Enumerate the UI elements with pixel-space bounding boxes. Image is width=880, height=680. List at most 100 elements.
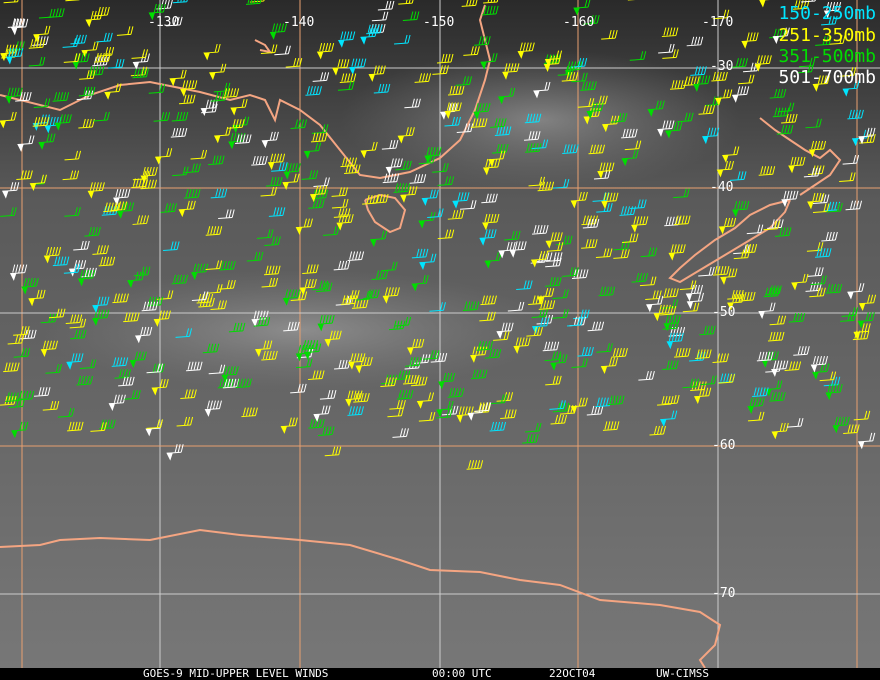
wind-barb: [840, 312, 857, 322]
wind-barb: [221, 366, 239, 383]
wind-barb: [842, 155, 860, 165]
wind-barb: [7, 334, 25, 345]
wind-barb: [823, 1, 842, 19]
lon-label: -140: [283, 15, 315, 30]
wind-barb: [629, 51, 647, 61]
wind-barb: [318, 426, 335, 437]
wind-barb: [739, 291, 756, 302]
wind-barb: [662, 360, 679, 371]
wind-barb: [832, 416, 850, 434]
wind-barb: [610, 112, 628, 123]
wind-barb: [219, 260, 236, 271]
wind-barb: [209, 63, 227, 81]
wind-barb: [712, 266, 730, 276]
wind-barb: [504, 230, 521, 241]
wind-barb: [631, 216, 649, 233]
wind-barb: [313, 405, 331, 422]
wind-barb: [690, 66, 707, 76]
wind-barb: [664, 216, 681, 227]
wind-barb: [588, 144, 605, 155]
wind-barb: [54, 114, 72, 131]
wind-barb: [482, 158, 501, 176]
wind-barb: [393, 370, 411, 381]
wind-barb: [803, 167, 821, 178]
wind-barb: [791, 273, 809, 291]
wind-barb: [452, 192, 470, 209]
wind-barb: [93, 111, 110, 122]
wind-barb: [853, 410, 871, 421]
wind-barb: [577, 346, 594, 357]
wind-barb: [146, 419, 163, 429]
wind-barb: [172, 166, 189, 177]
wind-barb: [741, 32, 759, 49]
wind-barb: [682, 378, 700, 389]
wind-barb: [280, 417, 298, 434]
wind-barb: [371, 11, 389, 22]
wind-barb: [170, 128, 188, 138]
wind-barb: [43, 247, 62, 264]
wind-barb: [586, 405, 604, 416]
wind-barb: [261, 277, 279, 288]
wind-barb: [38, 8, 56, 19]
wind-barb: [712, 9, 730, 20]
wind-barb: [339, 73, 357, 84]
wind-barb: [797, 63, 814, 74]
wind-barb: [805, 282, 823, 292]
wind-barb: [322, 226, 340, 236]
wind-barb: [435, 408, 453, 419]
wind-barb: [549, 400, 566, 410]
wind-barb: [33, 98, 51, 109]
wind-barbs: [0, 0, 877, 470]
wind-barb: [666, 332, 684, 350]
wind-barb: [476, 341, 494, 351]
wind-barb: [210, 188, 228, 199]
legend-501-700mb: 501-700mb: [778, 67, 876, 88]
wind-barb: [28, 289, 46, 307]
wind-barb: [285, 58, 303, 68]
wind-barb: [815, 36, 832, 46]
wind-barb: [303, 142, 322, 159]
wind-barb: [621, 149, 639, 167]
wind-barb: [380, 377, 397, 387]
wind-barb: [295, 218, 313, 235]
wind-barb: [311, 124, 329, 134]
wind-barb: [490, 394, 507, 405]
wind-barb: [793, 346, 810, 356]
wind-barb: [9, 264, 28, 281]
wind-barb: [437, 176, 455, 186]
wind-barb: [3, 0, 19, 4]
wind-barb: [274, 45, 291, 56]
wind-barb: [191, 291, 209, 302]
wind-barb: [543, 55, 562, 72]
wind-barb: [480, 53, 498, 70]
wind-barb: [747, 411, 765, 422]
wind-barb: [45, 364, 62, 374]
wind-barb: [595, 248, 613, 258]
wind-barb: [839, 67, 857, 77]
wind-barb: [693, 75, 711, 92]
wind-barb: [163, 241, 180, 252]
wind-barb: [498, 241, 516, 259]
wind-barb: [571, 269, 589, 279]
wind-barb: [624, 140, 642, 151]
wind-barb: [424, 147, 442, 164]
wind-barb: [582, 218, 600, 229]
wind-barb: [347, 406, 364, 416]
wind-barb: [394, 34, 411, 45]
wind-barb: [400, 186, 418, 203]
wind-barb: [432, 163, 449, 173]
wind-barb: [63, 264, 81, 274]
wind-barb: [402, 11, 420, 21]
wind-barb: [769, 315, 787, 326]
wind-barb: [781, 113, 798, 124]
wind-barb: [825, 383, 843, 401]
wind-barb: [32, 117, 50, 127]
wind-barb: [153, 112, 171, 122]
wind-barb: [489, 421, 507, 432]
wind-barb: [427, 208, 444, 219]
wind-barb: [473, 103, 491, 120]
wind-barb: [282, 173, 300, 191]
wind-barb: [586, 102, 604, 119]
wind-barb: [78, 118, 95, 129]
wind-barb: [722, 146, 740, 163]
